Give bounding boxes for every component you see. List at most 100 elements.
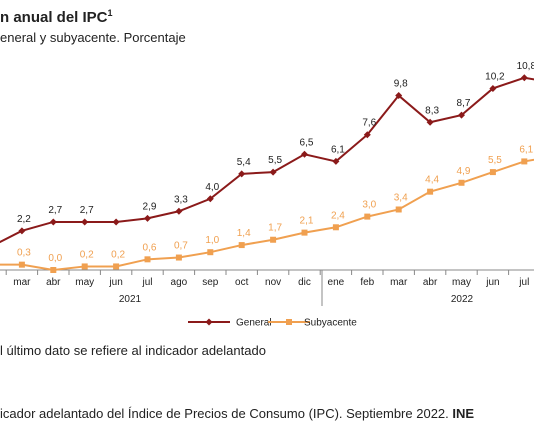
value-label: 5,5 bbox=[268, 155, 282, 166]
marker bbox=[332, 224, 339, 231]
x-tick-label: jun bbox=[108, 277, 122, 288]
value-label: 8,7 bbox=[457, 98, 471, 109]
value-label: 2,1 bbox=[300, 216, 314, 227]
marker bbox=[520, 74, 528, 82]
x-tick-label: dic bbox=[298, 277, 311, 288]
marker bbox=[363, 131, 371, 139]
x-tick-label: feb bbox=[360, 277, 374, 288]
legend-label: General bbox=[236, 318, 272, 329]
value-label: 2,7 bbox=[48, 205, 62, 216]
value-label: 2,4 bbox=[331, 210, 345, 221]
title-text: n anual del IPC bbox=[0, 9, 108, 26]
marker bbox=[113, 263, 120, 270]
marker bbox=[270, 236, 277, 243]
value-label: 3,3 bbox=[174, 194, 188, 205]
value-label: 10,8 bbox=[517, 61, 534, 72]
marker bbox=[489, 169, 496, 176]
value-label: 9,8 bbox=[394, 79, 408, 90]
marker bbox=[206, 195, 214, 203]
value-label: 6,1 bbox=[519, 144, 533, 155]
marker bbox=[489, 84, 497, 92]
value-label: 8,3 bbox=[425, 105, 439, 116]
x-tick-label: may bbox=[452, 277, 471, 288]
value-label: 5,4 bbox=[237, 157, 251, 168]
x-tick-label: jul bbox=[518, 277, 529, 288]
value-label: 0,0 bbox=[48, 253, 62, 264]
source: icador adelantado del Índice de Precios … bbox=[0, 406, 474, 421]
value-label: 0,2 bbox=[80, 249, 94, 260]
x-tick-label: sep bbox=[202, 277, 219, 288]
value-label: 3,0 bbox=[362, 200, 376, 211]
x-tick-label: ago bbox=[171, 277, 188, 288]
marker bbox=[395, 92, 403, 100]
value-label: 0,6 bbox=[143, 242, 157, 253]
x-tick-label: jun bbox=[485, 277, 499, 288]
title-note: 1 bbox=[108, 8, 113, 18]
marker bbox=[426, 118, 434, 126]
footnote: l último dato se refiere al indicador ad… bbox=[0, 343, 266, 358]
x-tick-label: abr bbox=[423, 277, 438, 288]
marker bbox=[301, 150, 308, 158]
value-label: 0,2 bbox=[111, 249, 125, 260]
series-line bbox=[0, 76, 534, 244]
value-label: 1,7 bbox=[268, 223, 282, 234]
value-label: 6,1 bbox=[331, 144, 345, 155]
marker bbox=[395, 206, 402, 213]
x-tick-label: abr bbox=[46, 277, 61, 288]
value-label: 5,5 bbox=[488, 155, 502, 166]
chart-title: n anual del IPC1 bbox=[0, 8, 113, 26]
value-label: 1,0 bbox=[205, 235, 219, 246]
marker bbox=[144, 256, 151, 263]
subtitle: eneral y subyacente. Porcentaje bbox=[0, 30, 186, 45]
marker bbox=[144, 214, 151, 222]
x-tick-label: mar bbox=[390, 277, 408, 288]
value-label: 10,2 bbox=[485, 71, 505, 82]
marker bbox=[112, 218, 120, 226]
x-tick-label: jul bbox=[141, 277, 152, 288]
value-label: 7,6 bbox=[362, 118, 376, 129]
marker bbox=[269, 168, 277, 176]
x-tick-label: mar bbox=[13, 277, 31, 288]
marker bbox=[50, 267, 57, 273]
legend-marker bbox=[205, 318, 213, 326]
marker bbox=[458, 179, 465, 186]
value-label: 6,5 bbox=[300, 137, 314, 148]
marker bbox=[175, 254, 182, 261]
value-label: 2,2 bbox=[17, 214, 31, 225]
value-label: 2,9 bbox=[143, 201, 157, 212]
marker bbox=[364, 213, 371, 220]
source-text: icador adelantado del Índice de Precios … bbox=[0, 406, 452, 421]
marker bbox=[238, 170, 246, 178]
year-label: 2022 bbox=[451, 294, 474, 305]
value-label: 0,7 bbox=[174, 241, 188, 252]
value-label: 3,4 bbox=[394, 192, 408, 203]
year-label: 2021 bbox=[119, 294, 142, 305]
marker bbox=[238, 242, 245, 249]
value-label: 4,0 bbox=[205, 182, 219, 193]
marker bbox=[521, 158, 528, 165]
marker bbox=[458, 111, 465, 119]
value-label: 2,7 bbox=[80, 205, 94, 216]
marker bbox=[332, 157, 340, 165]
value-label: 4,9 bbox=[457, 166, 471, 177]
source-org: INE bbox=[452, 406, 474, 421]
x-tick-label: ene bbox=[328, 277, 345, 288]
value-label: 1,4 bbox=[237, 228, 251, 239]
marker bbox=[427, 188, 434, 195]
x-tick-label: may bbox=[75, 277, 94, 288]
marker bbox=[18, 261, 25, 268]
marker bbox=[301, 229, 308, 236]
legend-marker bbox=[286, 319, 292, 325]
marker bbox=[81, 218, 89, 226]
x-tick-label: oct bbox=[235, 277, 249, 288]
marker bbox=[175, 207, 183, 215]
marker bbox=[49, 218, 57, 226]
legend-label: Subyacente bbox=[304, 318, 357, 329]
value-label: 0,3 bbox=[17, 248, 31, 259]
marker bbox=[207, 249, 214, 256]
marker bbox=[18, 227, 26, 235]
marker bbox=[81, 263, 88, 270]
value-label: 4,4 bbox=[425, 175, 439, 186]
